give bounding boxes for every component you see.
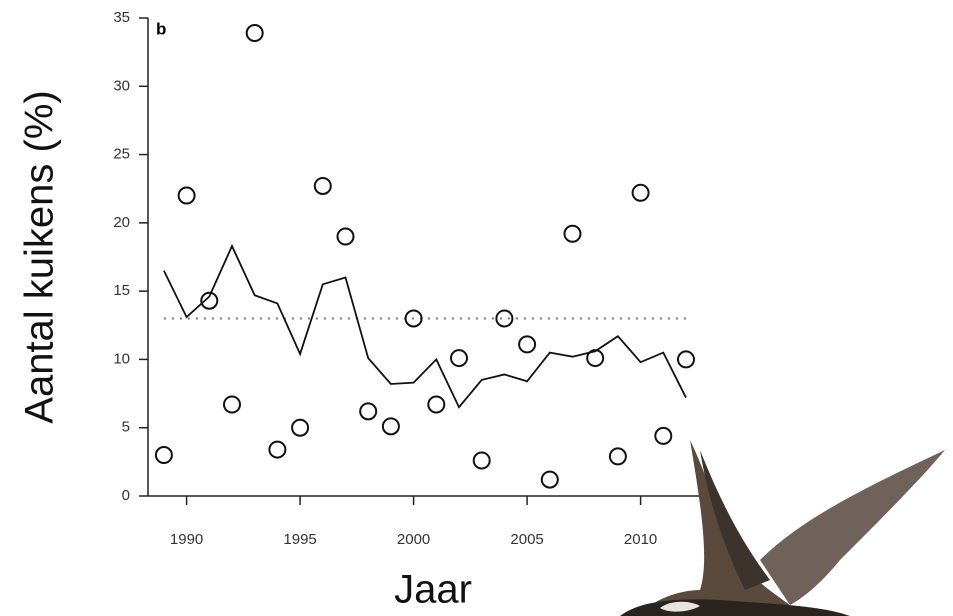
y-tick-label: 35 [113, 9, 130, 26]
x-tick-label: 1995 [283, 531, 316, 548]
y-tick-label: 0 [122, 487, 130, 504]
data-point [540, 470, 559, 489]
y-tick-label: 15 [113, 282, 130, 299]
y-tick-label: 20 [113, 214, 130, 231]
data-point [177, 186, 196, 205]
data-point [608, 447, 627, 466]
data-point [381, 417, 400, 436]
data-point [472, 451, 491, 470]
data-point [586, 349, 605, 368]
data-point [404, 309, 423, 328]
data-point [222, 395, 241, 414]
trend-line [163, 243, 687, 409]
data-point [268, 440, 287, 459]
plot-area: 0 5 10 15 20 25 30 35 1990 1995 2000 2005 2010 [113, 9, 695, 548]
y-axis-title: Aantal kuikens (%) [18, 90, 62, 423]
x-tick-label: 2005 [510, 531, 543, 548]
y-tick-label: 5 [122, 419, 130, 436]
y-tick-label: 25 [113, 146, 130, 163]
data-point [291, 418, 310, 437]
data-point [676, 350, 695, 369]
y-tick-label: 10 [113, 350, 130, 367]
x-axis-title: Jaar [394, 568, 472, 612]
data-point [449, 349, 468, 368]
data-point [563, 224, 582, 243]
data-point [154, 446, 173, 465]
x-tick-label: 2010 [624, 531, 657, 548]
x-tick-label: 2000 [397, 531, 430, 548]
data-point [495, 309, 514, 328]
data-point [336, 227, 355, 246]
data-point [359, 402, 378, 421]
data-point [654, 426, 673, 445]
data-point [245, 24, 264, 43]
data-point [427, 395, 446, 414]
goose-illustration [620, 440, 945, 616]
panel-label: b [156, 19, 166, 38]
x-tick-label: 1990 [170, 531, 203, 548]
data-point [631, 183, 650, 202]
y-tick-label: 30 [113, 77, 130, 94]
data-point [200, 291, 219, 310]
data-point [313, 176, 332, 195]
data-point [518, 335, 537, 354]
